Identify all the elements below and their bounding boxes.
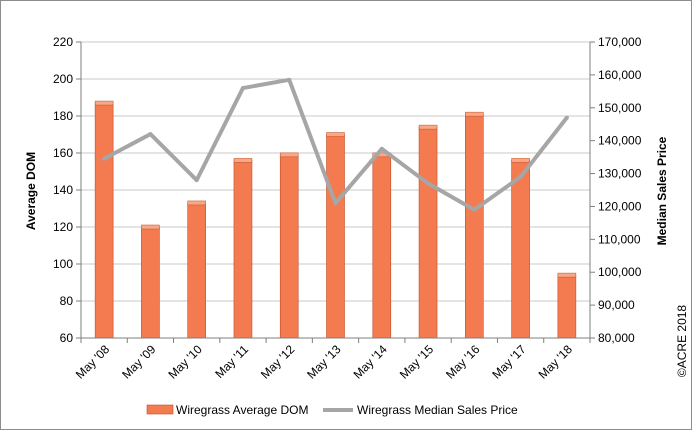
median-price-point [333, 201, 338, 206]
right-tick-label: 130,000 [598, 167, 642, 181]
bar-series [94, 100, 577, 339]
legend-bar-swatch [146, 404, 174, 415]
bar-dom [418, 126, 438, 339]
left-tick-label: 160 [53, 146, 73, 160]
right-axis-title: Median Sales Price [655, 136, 669, 245]
bar-dom [511, 160, 530, 339]
bar-top [94, 100, 114, 106]
x-tick-label: May '14 [351, 342, 391, 382]
legend: Wiregrass Average DOM Wiregrass Median S… [146, 403, 518, 417]
right-axis-ticks: 80,000 90,000 100,000 110,000 120,000 130,000… [590, 35, 642, 345]
median-price-point [287, 77, 292, 82]
bar-top [279, 152, 299, 158]
bar-dom [94, 102, 114, 339]
left-tick-label: 220 [53, 35, 73, 49]
line-series [102, 77, 569, 212]
left-tick-label: 140 [53, 183, 73, 197]
x-axis-ticks: May '08 May '09 May '10 May '11 May '12 May '… [73, 338, 591, 382]
right-tick-label: 100,000 [598, 265, 642, 279]
x-tick-label: May '12 [258, 342, 298, 382]
x-tick-label: May '13 [304, 342, 344, 382]
legend-line-label: Wiregrass Median Sales Price [357, 403, 518, 417]
bar-dom [233, 160, 253, 339]
bar-top [233, 158, 253, 163]
x-tick-label: May '09 [119, 342, 159, 382]
copyright-watermark: ©ACRE 2018 [675, 305, 689, 378]
bar-top [557, 272, 577, 278]
left-tick-label: 80 [60, 294, 74, 308]
median-price-point [379, 146, 384, 151]
median-price-point [564, 115, 569, 120]
x-tick-label: May '11 [212, 342, 251, 381]
bar-dom [279, 154, 299, 339]
bar-top [141, 224, 160, 230]
bar-top [418, 124, 438, 130]
right-tick-label: 110,000 [598, 232, 641, 246]
x-tick-label: May '08 [73, 342, 113, 382]
x-tick-label: May '17 [489, 342, 529, 382]
bar-top [511, 158, 530, 163]
x-tick-label: May '18 [536, 342, 576, 382]
bar-dom [465, 113, 484, 339]
x-tick-label: May '10 [165, 342, 205, 382]
left-tick-label: 120 [53, 220, 73, 234]
right-tick-label: 170,000 [598, 35, 642, 49]
median-price-point [518, 174, 523, 179]
left-tick-label: 60 [60, 331, 74, 345]
median-price-point [472, 207, 477, 212]
bar-dom [557, 274, 577, 339]
median-price-point [148, 132, 153, 137]
right-tick-label: 150,000 [598, 101, 642, 115]
bar-top [187, 200, 206, 206]
median-price-point [194, 178, 199, 183]
right-tick-label: 90,000 [598, 298, 635, 312]
right-tick-label: 120,000 [598, 199, 642, 213]
left-axis-ticks: 60 80 100 120 140 160 180 200 220 [53, 35, 81, 345]
median-price-point [102, 156, 107, 161]
median-price-point [240, 86, 245, 91]
right-tick-label: 160,000 [598, 68, 642, 82]
bar-top [326, 132, 345, 137]
median-price-point [426, 181, 431, 186]
x-tick-label: May '16 [443, 342, 483, 382]
bar-dom [141, 226, 160, 339]
right-tick-label: 80,000 [598, 331, 635, 345]
bar-dom [326, 134, 345, 339]
bar-top [465, 111, 484, 117]
left-axis-title: Average DOM [24, 152, 38, 230]
x-tick-label: May '15 [397, 342, 437, 382]
left-tick-label: 200 [53, 72, 73, 86]
bar-dom [372, 154, 392, 339]
left-tick-label: 100 [53, 257, 73, 271]
bar-dom [187, 202, 206, 339]
right-tick-label: 140,000 [598, 134, 642, 148]
left-tick-label: 180 [53, 109, 73, 123]
legend-bar-label: Wiregrass Average DOM [176, 403, 309, 417]
